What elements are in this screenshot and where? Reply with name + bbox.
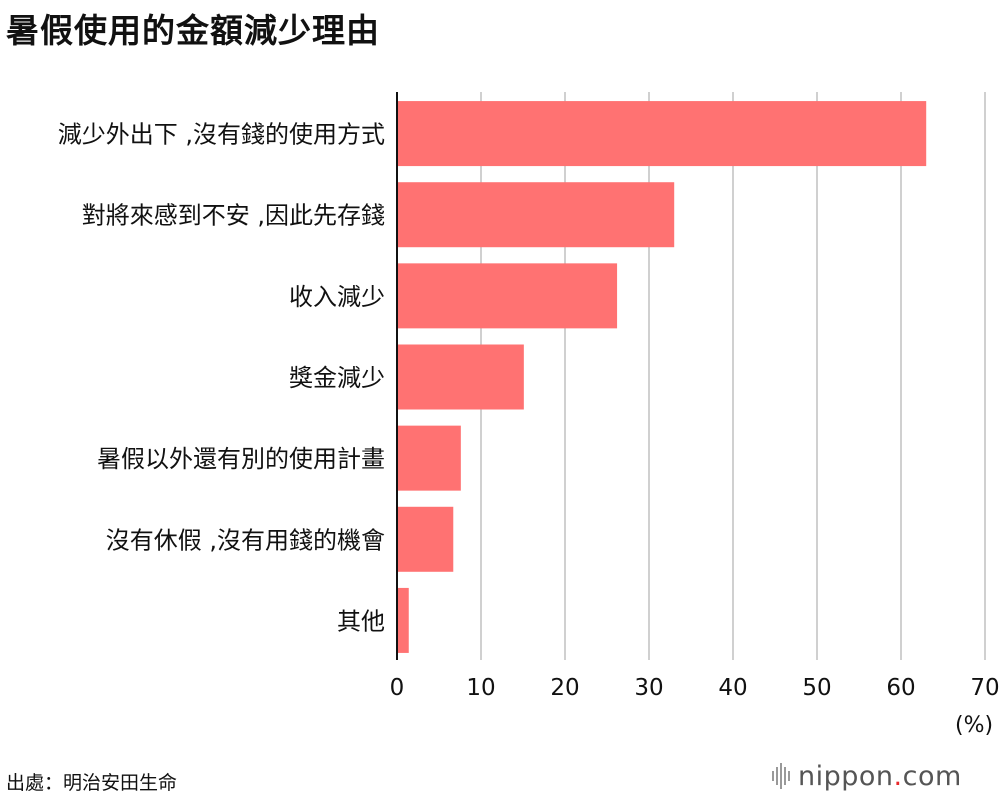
category-label: 其他	[337, 607, 385, 635]
logo-wordmark: nippon.com	[798, 761, 962, 792]
x-tick-label: 60	[886, 675, 915, 701]
grid-layer	[480, 92, 986, 660]
category-label: 獎金減少	[289, 364, 385, 392]
bar	[397, 506, 454, 572]
bar	[397, 587, 409, 653]
tick-label-layer: 0 10 20 30 40 50 60 70	[390, 675, 1000, 701]
bar	[397, 425, 461, 491]
x-tick-label: 50	[802, 675, 831, 701]
x-tick-label: 0	[390, 675, 405, 701]
category-label: 暑假以外還有別的使用計畫	[97, 445, 385, 473]
sound-bars-icon	[772, 763, 790, 789]
bar	[397, 182, 675, 248]
x-tick-label: 40	[718, 675, 747, 701]
chart-title: 暑假使用的金額減少理由	[6, 11, 380, 50]
bar	[397, 101, 927, 167]
x-tick-label: 30	[634, 675, 663, 701]
nippon-logo: nippon.com	[772, 760, 962, 792]
logo-dot: .	[893, 760, 903, 792]
category-label: 收入減少	[289, 283, 385, 311]
bar	[397, 344, 524, 410]
x-tick-label: 20	[550, 675, 579, 701]
logo-name: nippon	[798, 760, 894, 792]
bar-layer	[397, 101, 927, 653]
x-tick-label: 70	[970, 675, 999, 701]
category-label: 沒有休假 ,沒有用錢的機會	[106, 526, 385, 554]
unit-label: (%)	[955, 713, 994, 738]
bar	[397, 263, 618, 329]
x-tick-label: 10	[466, 675, 495, 701]
category-label: 對將來感到不安 ,因此先存錢	[82, 202, 385, 230]
logo-tld: com	[902, 760, 962, 792]
category-label: 減少外出下 ,沒有錢的使用方式	[58, 121, 385, 149]
source-note: 出處：明治安田生命	[6, 772, 178, 794]
